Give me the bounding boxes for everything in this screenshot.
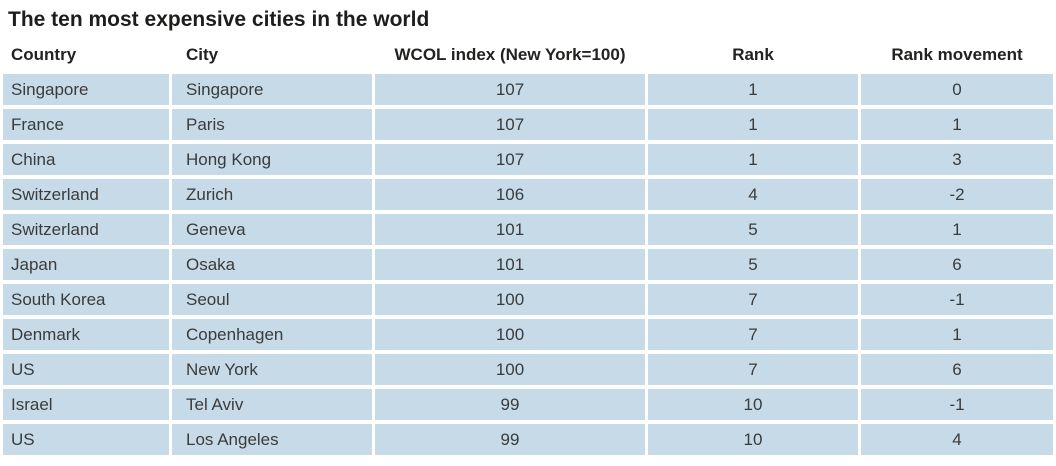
- table-row: France Paris 107 1 1: [3, 109, 1053, 140]
- table-row: Israel Tel Aviv 99 10 -1: [3, 389, 1053, 420]
- rank-movement-cell: 6: [861, 354, 1053, 385]
- rank-cell: 4: [648, 179, 858, 210]
- rank-cell: 7: [648, 284, 858, 315]
- rank-movement-cell: 4: [861, 424, 1053, 455]
- country-cell: Israel: [3, 389, 169, 420]
- column-header-rank-movement: Rank movement: [861, 37, 1053, 70]
- wcol-index-cell: 107: [375, 144, 645, 175]
- rank-movement-cell: 1: [861, 109, 1053, 140]
- header-row: Country City WCOL index (New York=100) Rank…: [3, 37, 1053, 70]
- wcol-index-cell: 100: [375, 319, 645, 350]
- table-row: Switzerland Zurich 106 4 -2: [3, 179, 1053, 210]
- rank-movement-cell: 1: [861, 319, 1053, 350]
- table-row: Denmark Copenhagen 100 7 1: [3, 319, 1053, 350]
- city-cell: Los Angeles: [172, 424, 372, 455]
- rank-cell: 10: [648, 389, 858, 420]
- country-cell: Denmark: [3, 319, 169, 350]
- rank-cell: 5: [648, 249, 858, 280]
- country-cell: France: [3, 109, 169, 140]
- rank-cell: 5: [648, 214, 858, 245]
- table-body: Singapore Singapore 107 1 0 France Paris 107 1 1 C…: [3, 74, 1053, 455]
- column-header-rank: Rank: [648, 37, 858, 70]
- wcol-index-cell: 99: [375, 389, 645, 420]
- wcol-index-cell: 99: [375, 424, 645, 455]
- city-cell: Zurich: [172, 179, 372, 210]
- rank-cell: 1: [648, 144, 858, 175]
- table-row: China Hong Kong 107 1 3: [3, 144, 1053, 175]
- wcol-index-cell: 101: [375, 214, 645, 245]
- wcol-index-cell: 100: [375, 354, 645, 385]
- table-row: US Los Angeles 99 10 4: [3, 424, 1053, 455]
- wcol-index-cell: 107: [375, 109, 645, 140]
- rank-cell: 7: [648, 319, 858, 350]
- city-cell: Copenhagen: [172, 319, 372, 350]
- city-cell: New York: [172, 354, 372, 385]
- table-row: Japan Osaka 101 5 6: [3, 249, 1053, 280]
- table-row: South Korea Seoul 100 7 -1: [3, 284, 1053, 315]
- rank-cell: 1: [648, 74, 858, 105]
- column-header-city: City: [172, 37, 372, 70]
- rank-cell: 1: [648, 109, 858, 140]
- table-row: Switzerland Geneva 101 5 1: [3, 214, 1053, 245]
- table-row: US New York 100 7 6: [3, 354, 1053, 385]
- wcol-index-cell: 107: [375, 74, 645, 105]
- city-cell: Osaka: [172, 249, 372, 280]
- column-header-country: Country: [3, 37, 169, 70]
- city-cell: Tel Aviv: [172, 389, 372, 420]
- page-title: The ten most expensive cities in the wor…: [8, 8, 430, 31]
- country-cell: Switzerland: [3, 179, 169, 210]
- country-cell: Japan: [3, 249, 169, 280]
- country-cell: China: [3, 144, 169, 175]
- rank-movement-cell: 0: [861, 74, 1053, 105]
- rank-movement-cell: -1: [861, 284, 1053, 315]
- country-cell: South Korea: [3, 284, 169, 315]
- rank-cell: 7: [648, 354, 858, 385]
- city-cell: Singapore: [172, 74, 372, 105]
- table-header: Country City WCOL index (New York=100) Rank…: [3, 37, 1053, 70]
- table-row: Singapore Singapore 107 1 0: [3, 74, 1053, 105]
- country-cell: Singapore: [3, 74, 169, 105]
- city-cell: Paris: [172, 109, 372, 140]
- country-cell: US: [3, 424, 169, 455]
- city-cell: Seoul: [172, 284, 372, 315]
- wcol-index-cell: 106: [375, 179, 645, 210]
- rank-movement-cell: 6: [861, 249, 1053, 280]
- rank-cell: 10: [648, 424, 858, 455]
- country-cell: Switzerland: [3, 214, 169, 245]
- rank-movement-cell: 1: [861, 214, 1053, 245]
- column-header-wcol-index: WCOL index (New York=100): [375, 37, 645, 70]
- wcol-index-cell: 101: [375, 249, 645, 280]
- country-cell: US: [3, 354, 169, 385]
- cities-table: Country City WCOL index (New York=100) Rank…: [0, 33, 1056, 459]
- rank-movement-cell: -1: [861, 389, 1053, 420]
- city-cell: Geneva: [172, 214, 372, 245]
- rank-movement-cell: 3: [861, 144, 1053, 175]
- rank-movement-cell: -2: [861, 179, 1053, 210]
- wcol-index-cell: 100: [375, 284, 645, 315]
- city-cell: Hong Kong: [172, 144, 372, 175]
